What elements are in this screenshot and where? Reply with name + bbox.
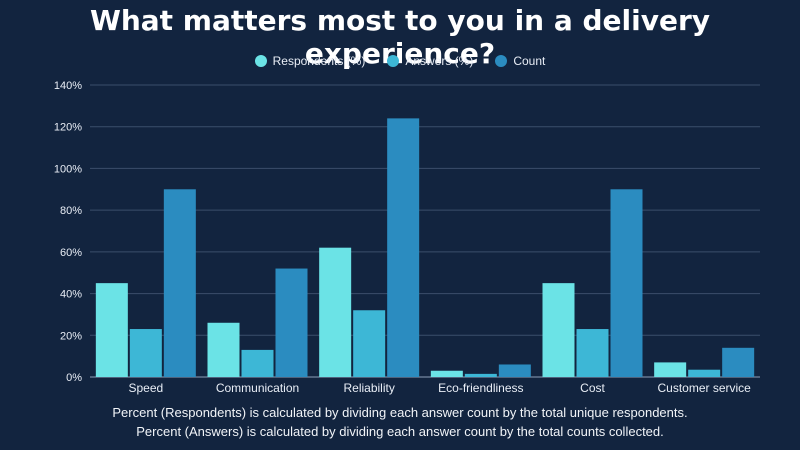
chart-legend: Respondents (%) Answers (%) Count xyxy=(0,54,800,68)
footnote-respondents: Percent (Respondents) is calculated by d… xyxy=(112,405,688,420)
y-tick-label: 140% xyxy=(54,80,82,92)
y-tick-label: 120% xyxy=(54,122,82,134)
bar-respondents-reliability xyxy=(319,247,352,377)
footnote-answers: Percent (Answers) is calculated by divid… xyxy=(136,424,664,439)
x-tick-label: Customer service xyxy=(657,381,751,395)
legend-item-count: Count xyxy=(495,54,545,68)
bar-answers-eco-friendliness xyxy=(464,373,497,377)
bar-count-communication xyxy=(275,268,308,377)
bar-count-cost xyxy=(610,189,643,377)
bar-respondents-customer-service xyxy=(654,362,687,377)
y-tick-label: 0% xyxy=(66,372,82,384)
y-tick-label: 60% xyxy=(60,247,82,259)
bar-count-reliability xyxy=(387,118,420,377)
bar-count-eco-friendliness xyxy=(498,364,531,377)
bar-respondents-cost xyxy=(542,283,575,377)
legend-swatch-answers xyxy=(387,55,400,67)
legend-item-respondents: Respondents (%) xyxy=(254,54,366,68)
legend-swatch-count xyxy=(495,55,508,67)
x-tick-label: Communication xyxy=(216,381,299,395)
legend-label-count: Count xyxy=(513,54,546,68)
x-tick-label: Reliability xyxy=(343,381,394,395)
x-tick-label: Speed xyxy=(128,381,163,395)
bar-answers-communication xyxy=(241,349,274,377)
legend-label-respondents: Respondents (%) xyxy=(272,54,366,68)
bar-count-speed xyxy=(163,189,196,377)
bar-answers-reliability xyxy=(353,310,386,377)
y-tick-label: 20% xyxy=(60,330,82,342)
bar-respondents-speed xyxy=(95,283,128,377)
bar-count-customer-service xyxy=(722,347,755,377)
y-tick-label: 80% xyxy=(60,205,82,217)
bar-answers-customer-service xyxy=(688,369,721,377)
bar-answers-speed xyxy=(129,329,162,377)
legend-swatch-respondents xyxy=(254,55,267,67)
legend-label-answers: Answers (%) xyxy=(405,54,474,68)
legend-item-answers: Answers (%) xyxy=(387,54,473,68)
bar-respondents-communication xyxy=(207,322,240,377)
bar-answers-cost xyxy=(576,329,609,377)
x-tick-label: Cost xyxy=(580,381,605,395)
y-tick-label: 40% xyxy=(60,289,82,301)
y-tick-label: 100% xyxy=(54,163,82,175)
x-tick-label: Eco-friendliness xyxy=(438,381,523,395)
chart-title: What matters most to you in a delivery e… xyxy=(89,4,711,70)
bar-respondents-eco-friendliness xyxy=(430,370,463,377)
